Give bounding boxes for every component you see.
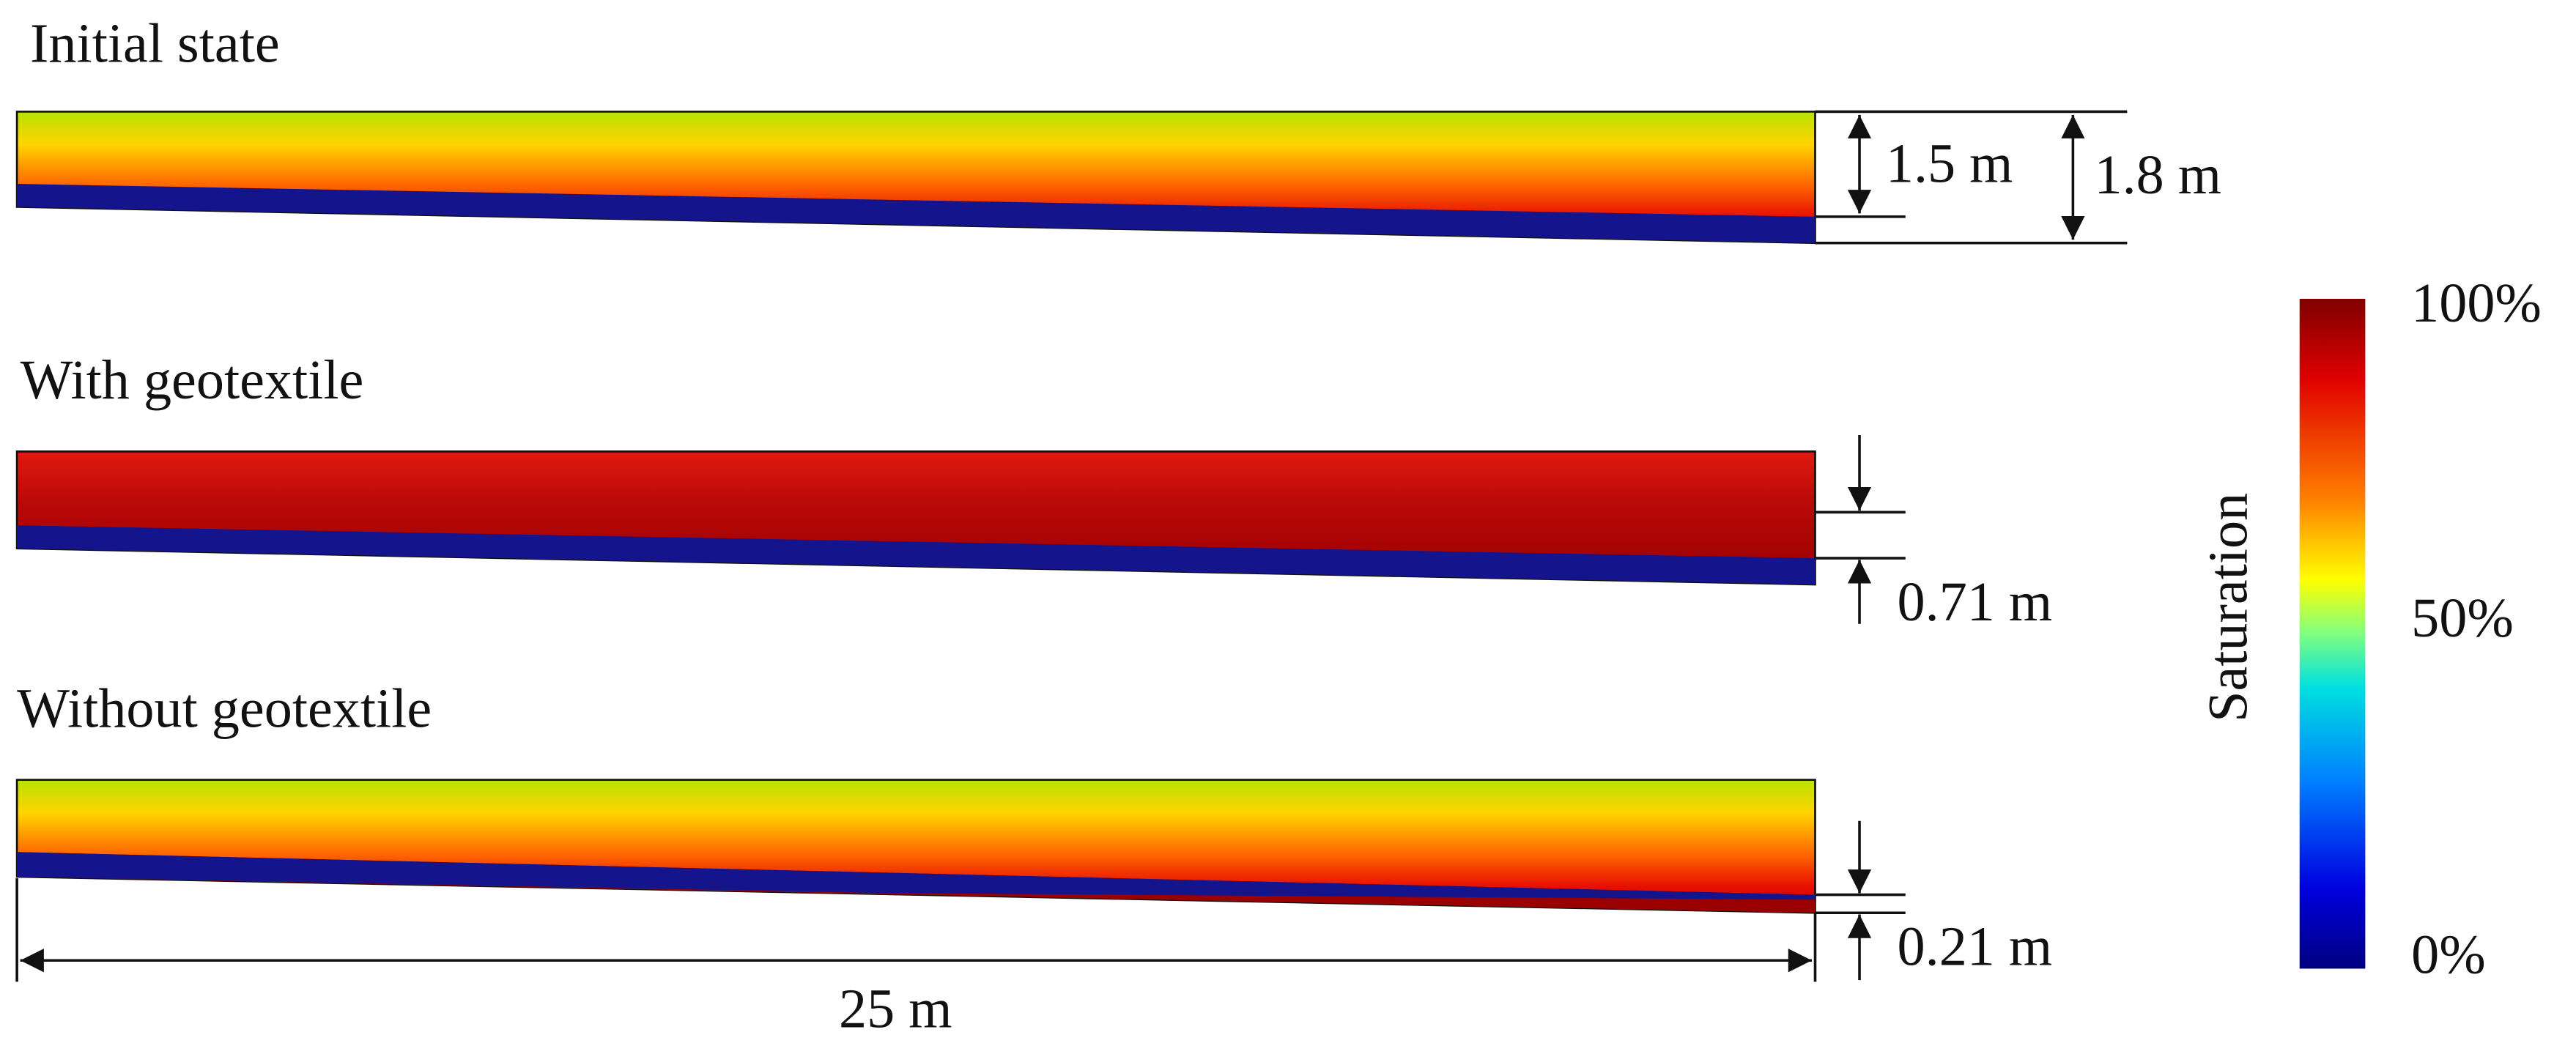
dry-layer xyxy=(17,184,1816,243)
colorbar xyxy=(2299,298,2366,969)
dimension-label: 0.71 m xyxy=(1898,571,2053,633)
dimension-label: 1.8 m xyxy=(2095,144,2222,206)
dry-layer xyxy=(17,525,1816,584)
panel-title: Without geotextile xyxy=(17,678,432,740)
dimension-label: 0.21 m xyxy=(1898,916,2053,978)
colorbar-tick-label: 100% xyxy=(2411,272,2542,334)
dimension-label: 1.5 m xyxy=(1886,133,2013,194)
panel-title: With geotextile xyxy=(21,349,364,411)
length-label: 25 m xyxy=(839,979,952,1040)
colorbar-tick-label: 0% xyxy=(2411,924,2486,986)
dry-layer xyxy=(17,852,1816,900)
colorbar-tick-label: 50% xyxy=(2411,587,2514,649)
colorbar-label: Saturation xyxy=(2198,493,2259,722)
panel-title: Initial state xyxy=(30,13,280,75)
